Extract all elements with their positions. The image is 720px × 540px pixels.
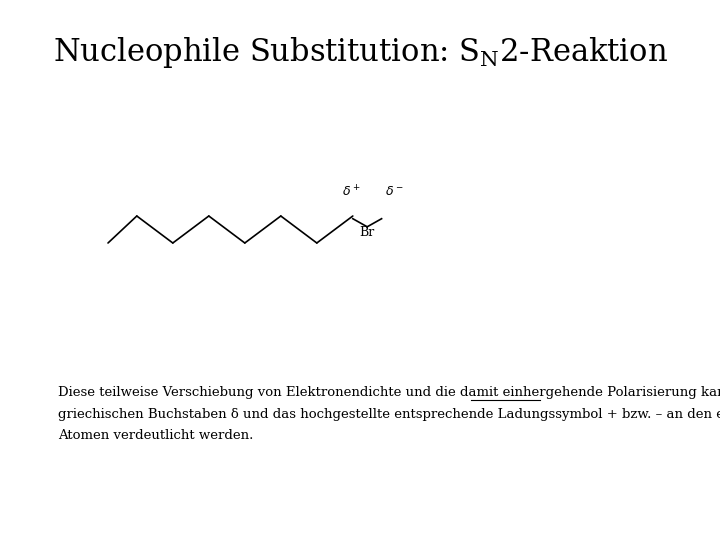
Text: Br: Br xyxy=(359,226,375,239)
Text: griechischen Buchstaben δ und das hochgestellte entsprechende Ladungssymbol + bz: griechischen Buchstaben δ und das hochge… xyxy=(58,408,720,421)
Text: $\delta^-$: $\delta^-$ xyxy=(385,185,404,198)
Text: Diese teilweise Verschiebung von Elektronendichte und die damit einhergehende Po: Diese teilweise Verschiebung von Elektro… xyxy=(58,386,720,399)
Text: $\delta^+$: $\delta^+$ xyxy=(342,184,361,199)
Text: Nucleophile Substitution: $\mathregular{S_N}$2-Reaktion: Nucleophile Substitution: $\mathregular{… xyxy=(53,35,667,70)
Text: Atomen verdeutlicht werden.: Atomen verdeutlicht werden. xyxy=(58,429,253,442)
